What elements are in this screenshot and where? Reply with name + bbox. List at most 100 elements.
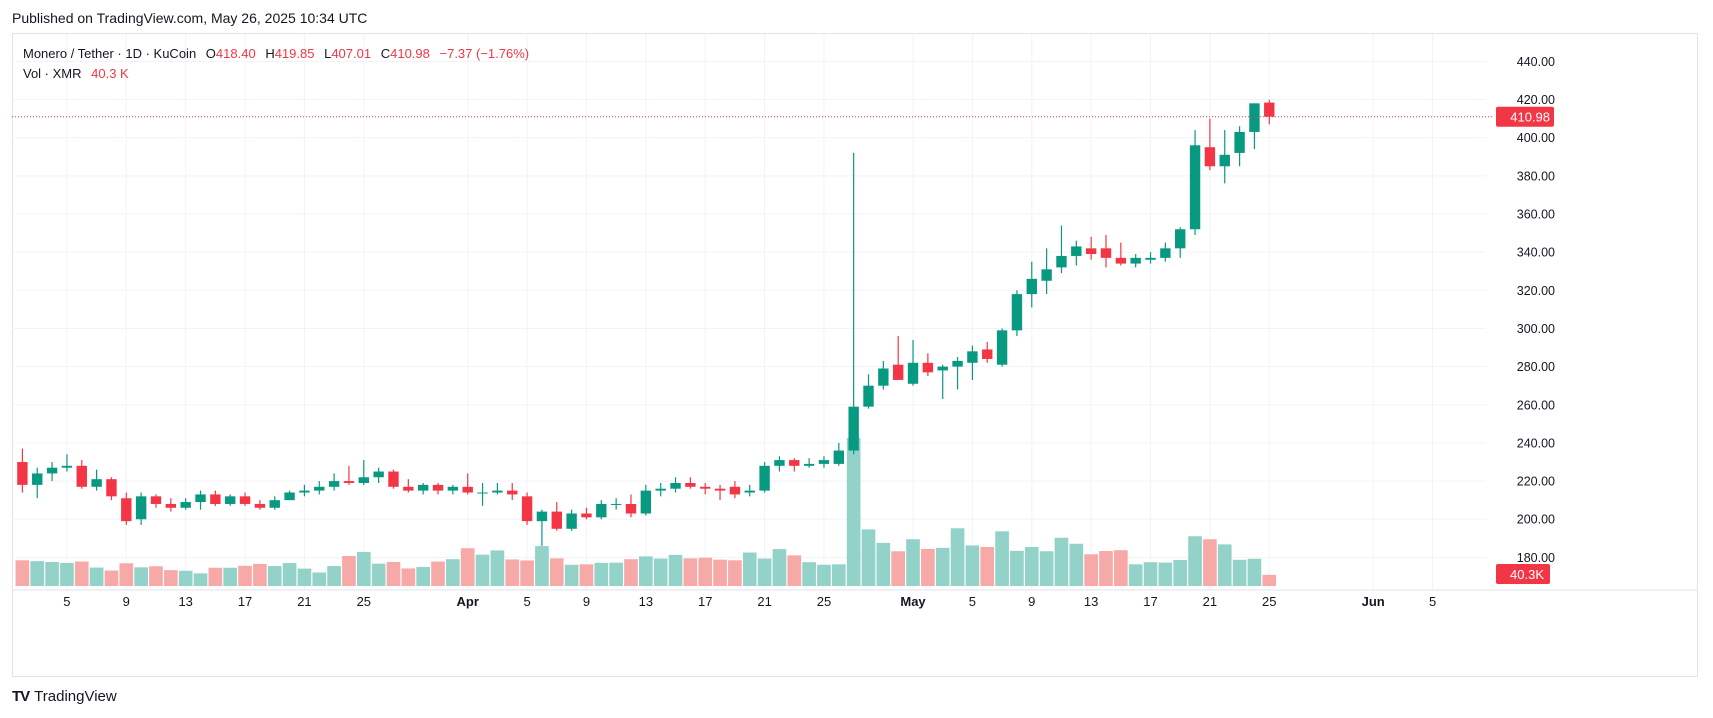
volume-bar [238, 565, 252, 586]
candle [685, 477, 696, 489]
time-tick-label: 13 [1084, 594, 1098, 609]
price-tick-label: 260.00 [1517, 398, 1555, 412]
time-tick-label: 17 [1143, 594, 1157, 609]
time-tick-label: 5 [1429, 594, 1436, 609]
volume-bar [267, 566, 282, 586]
candle-body [566, 513, 577, 529]
volume-bar [460, 548, 475, 586]
candle-body [284, 492, 295, 501]
candle [818, 456, 830, 468]
candle-body [1100, 248, 1112, 258]
legend-volume-label[interactable]: Vol · XMR [23, 66, 82, 81]
time-tick-label: May [900, 594, 926, 609]
volume-bar [475, 554, 490, 586]
volume-bar [564, 564, 579, 586]
candle [952, 357, 963, 390]
volume-bar [520, 560, 534, 586]
legend-change: −7.37 (−1.76%) [439, 46, 530, 61]
candle-body [165, 503, 177, 508]
last-price-badge-label: 410.98 [1510, 110, 1550, 125]
time-tick-label: 17 [698, 594, 712, 609]
candle [61, 454, 73, 472]
candle [1264, 99, 1275, 125]
legend-low-label: L [324, 46, 332, 61]
candle-body [759, 465, 770, 491]
volume-bar [609, 562, 623, 586]
volume-badge-label: 40.3K [1510, 567, 1544, 582]
legend-symbol[interactable]: Monero / Tether · 1D · KuCoin [23, 46, 197, 61]
price-tick-label: 180.00 [1517, 551, 1555, 565]
candle [1085, 236, 1097, 260]
candle [907, 339, 919, 386]
candle-body [1219, 154, 1230, 167]
candle-body [1264, 102, 1275, 117]
volume-bar [1069, 543, 1084, 586]
candle [640, 484, 652, 516]
candle [299, 484, 310, 497]
volume-bar [1039, 551, 1054, 586]
time-tick-label: Apr [457, 594, 479, 609]
candle [1189, 130, 1201, 235]
volume-bar [1114, 550, 1128, 586]
chart-legend: Monero / Tether · 1D · KuCoin O418.40 H4… [23, 44, 529, 84]
candle-body [477, 492, 488, 494]
candle [922, 353, 934, 377]
time-tick-label: 21 [757, 594, 771, 609]
candle [373, 467, 384, 483]
candle-body [937, 366, 948, 371]
candle [774, 456, 785, 472]
price-axis: 440.00 420.00 400.00 380.00 360.00 340.00 320.… [1517, 55, 1555, 565]
time-tick-label: 25 [1262, 594, 1276, 609]
volume-bar [1054, 537, 1069, 586]
volume-bar [15, 560, 30, 586]
legend-open-value: 418.40 [215, 46, 256, 61]
candle-body [328, 481, 340, 487]
volume-bar [698, 557, 713, 586]
candle [714, 484, 726, 501]
candle [269, 496, 280, 510]
candle-body [180, 502, 191, 508]
volume-bar [208, 567, 223, 586]
candle-body [803, 463, 815, 466]
candle [848, 152, 859, 455]
time-tick-label: 25 [357, 594, 371, 609]
time-tick-label: 9 [123, 594, 130, 609]
candle [1219, 130, 1230, 184]
volume-bar [134, 567, 148, 586]
volume-bar [549, 558, 564, 586]
legend-high-label: H [265, 46, 275, 61]
volume-bar [149, 566, 163, 586]
candle [536, 509, 548, 546]
candle-body [596, 503, 607, 518]
volume-bar [980, 546, 995, 586]
candle [655, 482, 666, 497]
candle [1026, 261, 1037, 308]
candle-body [121, 498, 132, 522]
candle [150, 494, 162, 508]
footer-brand[interactable]: TV TradingView [12, 688, 117, 705]
price-tick-label: 300.00 [1517, 322, 1555, 336]
candle-body [403, 486, 414, 491]
candle-body [982, 349, 993, 359]
last-price-badge: 410.98 [1496, 106, 1554, 127]
volume-bar [846, 438, 861, 586]
candle [789, 458, 800, 472]
time-tick-label: 21 [1203, 594, 1217, 609]
candle-body [507, 490, 518, 495]
candle-body [1249, 103, 1260, 132]
volume-bar [787, 555, 802, 586]
candle [1249, 103, 1260, 150]
candle [1115, 242, 1127, 266]
candle-body [536, 511, 548, 522]
candles [17, 99, 1275, 546]
volume-bar [371, 563, 386, 586]
candle-body [922, 362, 934, 373]
legend-volume-value: 40.3 K [91, 66, 129, 81]
time-tick-label: 5 [969, 594, 976, 609]
volume-bar [446, 559, 460, 586]
legend-ohlc-row: Monero / Tether · 1D · KuCoin O418.40 H4… [23, 44, 529, 64]
volume-bar [401, 568, 416, 586]
volume-bar [1128, 564, 1143, 586]
price-tick-label: 200.00 [1517, 513, 1555, 527]
